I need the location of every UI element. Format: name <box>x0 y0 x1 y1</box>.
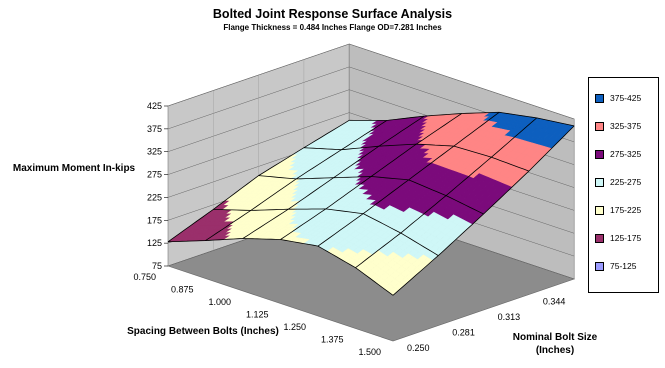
z-tick-label: 0.313 <box>498 312 521 322</box>
legend-label: 125-175 <box>610 233 642 243</box>
legend-item: 325-375 <box>595 120 641 132</box>
x-axis-title: Spacing Between Bolts (Inches) <box>127 326 279 337</box>
z-axis-title: Nominal Bolt Size (Inches) <box>512 332 598 356</box>
response-surface <box>167 111 575 296</box>
legend-swatch <box>595 177 604 187</box>
legend-label: 275-325 <box>610 149 642 159</box>
legend-item: 225-275 <box>595 176 641 188</box>
legend-item: 275-325 <box>595 148 641 160</box>
chart-legend: 375-425 325-375 275-325 225-275 175-225 125-1… <box>588 77 659 293</box>
legend-item: 125-175 <box>595 232 641 244</box>
legend-swatch <box>595 121 604 131</box>
legend-label: 75-125 <box>610 261 637 271</box>
x-tick-label: 0.875 <box>171 285 194 295</box>
legend-swatch <box>595 233 604 243</box>
x-tick-label: 1.250 <box>283 322 306 332</box>
z-tick-label: 0.250 <box>407 343 430 353</box>
mesh-line <box>303 143 530 172</box>
z-tick-label: 0.344 <box>543 297 566 307</box>
y-axis-title: Maximum Moment In-kips <box>12 163 136 174</box>
x-tick-label: 1.125 <box>246 310 269 320</box>
y-tick-label: 425 <box>147 101 162 111</box>
x-tick-label: 1.500 <box>358 347 381 357</box>
legend-label: 325-375 <box>610 121 642 131</box>
x-tick-label: 0.750 <box>133 272 156 282</box>
chart-subtitle: Flange Thickness = 0.484 Inches Flange O… <box>223 23 442 32</box>
legend-item: 75-125 <box>595 260 636 272</box>
y-tick-label: 325 <box>147 147 162 157</box>
legend-swatch <box>595 261 604 271</box>
y-tick-label: 175 <box>147 215 162 225</box>
legend-label: 375-425 <box>610 93 642 103</box>
y-tick-label: 125 <box>147 238 162 248</box>
chart-title: Bolted Joint Response Surface Analysis <box>212 7 453 21</box>
legend-item: 375-425 <box>595 92 641 104</box>
legend-swatch <box>595 93 604 103</box>
y-tick-label: 275 <box>147 170 162 180</box>
y-tick-label: 75 <box>152 261 162 271</box>
x-tick-label: 1.375 <box>321 335 344 345</box>
x-tick-label: 1.000 <box>208 297 231 307</box>
mesh-line <box>258 175 484 215</box>
gridline <box>167 43 575 120</box>
legend-item: 175-225 <box>595 204 641 216</box>
y-tick-label: 225 <box>147 192 162 202</box>
y-tick-label: 375 <box>147 124 162 134</box>
mesh-line <box>213 208 439 256</box>
mesh-line <box>167 237 394 296</box>
z-tick-label: 0.281 <box>452 328 475 338</box>
legend-label: 175-225 <box>610 205 642 215</box>
legend-swatch <box>595 149 604 159</box>
mesh-line <box>349 111 575 127</box>
legend-label: 225-275 <box>610 177 642 187</box>
legend-swatch <box>595 205 604 215</box>
